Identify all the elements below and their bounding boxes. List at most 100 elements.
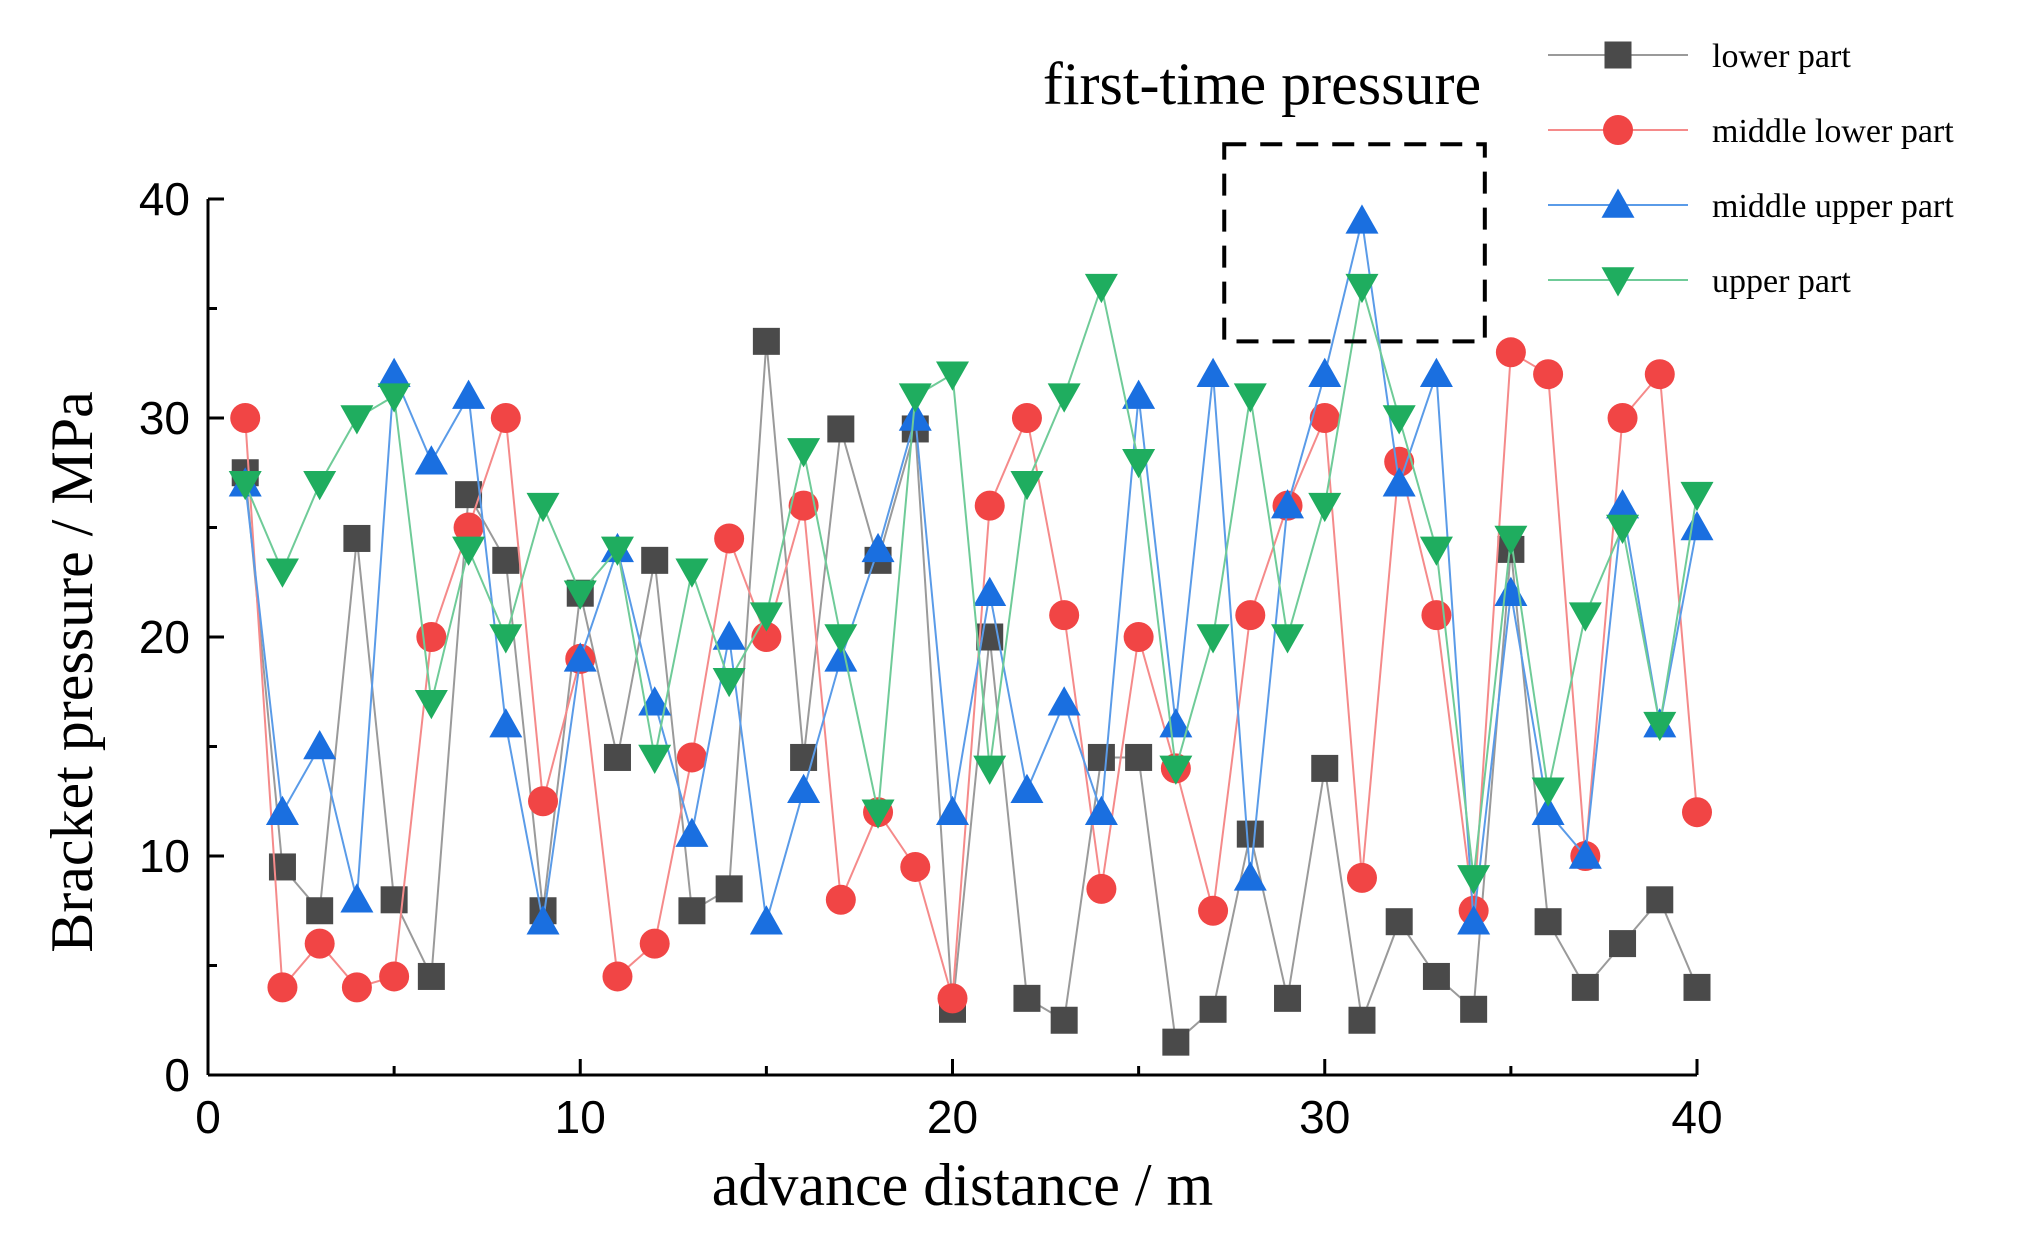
- data-point-lower-part: [603, 743, 631, 771]
- data-point-middle-lower-part: [1309, 403, 1340, 433]
- x-tick-label: 40: [1671, 1091, 1722, 1143]
- data-point-upper-part: [1047, 383, 1081, 413]
- data-point-middle-upper-part: [340, 883, 374, 913]
- data-point-middle-lower-part: [1235, 600, 1266, 631]
- data-point-upper-part: [1457, 865, 1491, 895]
- data-point-upper-part: [638, 744, 672, 774]
- data-point-middle-upper-part: [563, 642, 597, 672]
- data-point-middle-lower-part: [379, 961, 410, 992]
- data-point-lower-part: [1609, 930, 1637, 958]
- legend-marker-upper-part: [1601, 267, 1635, 297]
- legend-item-middle-upper-part: middle upper part: [1548, 188, 1954, 225]
- data-point-middle-lower-part: [1421, 600, 1452, 631]
- data-point-middle-lower-part: [1011, 403, 1042, 433]
- data-point-lower-part: [306, 897, 334, 925]
- data-point-middle-upper-part: [1419, 357, 1453, 387]
- data-point-upper-part: [749, 602, 783, 632]
- data-point-lower-part: [1013, 984, 1041, 1012]
- data-point-middle-lower-part: [676, 742, 707, 773]
- data-point-middle-upper-part: [749, 905, 783, 935]
- data-point-upper-part: [265, 558, 299, 588]
- data-point-upper-part: [936, 361, 969, 391]
- data-point-upper-part: [1419, 536, 1453, 566]
- data-point-upper-part: [563, 580, 597, 610]
- data-point-upper-part: [526, 492, 560, 523]
- data-point-middle-lower-part: [341, 972, 372, 1003]
- data-point-upper-part: [898, 383, 932, 413]
- data-point-middle-lower-part: [974, 490, 1005, 521]
- data-point-lower-part: [1162, 1028, 1190, 1056]
- data-point-upper-part: [1606, 514, 1640, 544]
- data-point-upper-part: [1233, 383, 1267, 413]
- legend-label-upper-part: upper part: [1712, 263, 1851, 300]
- series-line-middle-lower-part: [244, 350, 1698, 999]
- data-point-lower-part: [1460, 995, 1488, 1023]
- x-axis-title: advance distance / m: [712, 1152, 1213, 1218]
- data-point-middle-lower-part: [714, 523, 745, 554]
- data-point-upper-part: [452, 536, 486, 566]
- y-tick-label: 40: [139, 173, 190, 225]
- data-point-lower-part: [1199, 995, 1227, 1023]
- data-point-upper-part: [414, 689, 448, 720]
- series-upper-part: [228, 273, 1714, 895]
- data-point-middle-upper-part: [377, 357, 411, 387]
- legend-label-middle-upper-part: middle upper part: [1712, 188, 1954, 225]
- data-point-middle-lower-part: [528, 786, 559, 817]
- data-point-upper-part: [861, 799, 895, 829]
- legend-marker-middle-upper-part: [1601, 188, 1635, 218]
- data-point-middle-upper-part: [1382, 467, 1416, 497]
- series-middle-upper-part: [228, 204, 1714, 935]
- data-point-middle-upper-part: [973, 576, 1007, 606]
- data-point-lower-part: [1311, 754, 1339, 782]
- annotation-layer: first-time pressure: [1043, 51, 1487, 344]
- data-point-middle-upper-part: [489, 708, 523, 738]
- data-point-middle-lower-part: [639, 928, 670, 959]
- data-point-middle-lower-part: [900, 851, 931, 882]
- data-point-lower-part: [1236, 820, 1264, 848]
- data-point-lower-part: [752, 327, 780, 355]
- data-point-middle-upper-part: [1345, 204, 1379, 234]
- data-point-upper-part: [1643, 711, 1677, 742]
- data-point-lower-part: [641, 546, 669, 574]
- legend-item-lower-part: lower part: [1548, 38, 1851, 75]
- data-point-middle-upper-part: [303, 730, 337, 760]
- data-point-middle-lower-part: [825, 884, 856, 915]
- data-point-upper-part: [303, 470, 337, 501]
- data-point-middle-upper-part: [1271, 489, 1305, 519]
- data-point-middle-lower-part: [304, 928, 335, 959]
- data-point-upper-part: [340, 405, 374, 435]
- axes: 0 10 20 30 40 0 10 20 30 40 advance distance / m Br…: [39, 173, 1723, 1218]
- y-tick-label: 30: [139, 392, 190, 444]
- data-point-middle-lower-part: [1123, 622, 1154, 652]
- legend-marker-middle-lower-part: [1603, 115, 1633, 145]
- data-point-middle-upper-part: [824, 642, 858, 672]
- data-point-middle-upper-part: [1010, 773, 1044, 804]
- data-point-middle-upper-part: [1233, 861, 1267, 891]
- data-point-middle-upper-part: [861, 532, 895, 563]
- data-point-lower-part: [1274, 984, 1302, 1012]
- legend-label-lower-part: lower part: [1712, 38, 1851, 75]
- data-point-lower-part: [715, 875, 743, 903]
- data-point-upper-part: [1531, 777, 1565, 807]
- data-point-lower-part: [1646, 886, 1674, 914]
- data-point-upper-part: [1122, 449, 1156, 479]
- data-point-middle-upper-part: [526, 905, 560, 935]
- series-line-lower-part: [244, 341, 1698, 1045]
- data-point-middle-upper-part: [712, 620, 746, 650]
- x-tick-label: 10: [555, 1091, 606, 1143]
- first-time-pressure-box: [1222, 142, 1487, 344]
- data-point-middle-upper-part: [1457, 905, 1491, 935]
- data-point-middle-upper-part: [1606, 489, 1640, 519]
- data-point-lower-part: [1087, 743, 1115, 771]
- data-point-upper-part: [1568, 602, 1602, 632]
- legend-item-upper-part: upper part: [1548, 263, 1851, 300]
- data-point-middle-lower-part: [1346, 862, 1377, 893]
- data-point-upper-part: [489, 624, 523, 654]
- data-point-middle-lower-part: [267, 972, 298, 1003]
- legend-label-middle-lower-part: middle lower part: [1712, 113, 1954, 150]
- data-point-lower-part: [827, 415, 855, 443]
- data-point-lower-part: [1683, 973, 1711, 1001]
- legend-item-middle-lower-part: middle lower part: [1548, 113, 1954, 150]
- data-point-lower-part: [417, 962, 445, 990]
- series-middle-lower-part: [230, 337, 1712, 1014]
